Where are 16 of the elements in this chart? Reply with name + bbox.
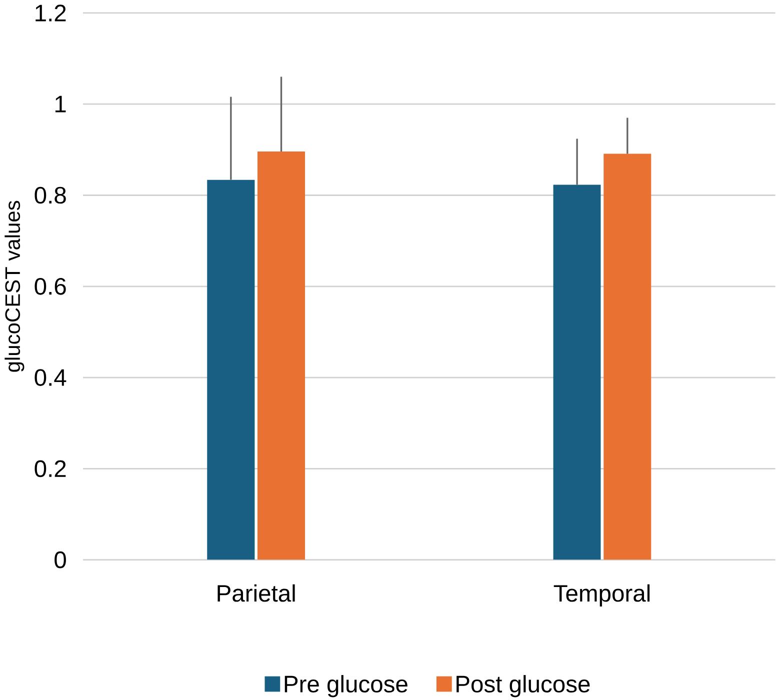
legend-label: Pre glucose <box>284 675 408 698</box>
bar <box>553 184 601 560</box>
bar <box>257 152 306 560</box>
y-tick-label: 1.2 <box>36 4 66 22</box>
y-tick-label: 0.4 <box>34 369 66 386</box>
x-tick-label: Parietal <box>218 584 295 602</box>
bar <box>604 154 652 560</box>
bar <box>207 180 255 560</box>
legend-label: Post glucose <box>456 675 590 698</box>
y-tick-label: 0.8 <box>34 186 66 204</box>
y-tick-label: 0.6 <box>34 278 66 295</box>
y-tick-label: 0.2 <box>34 460 66 478</box>
x-tick-label: Temporal <box>554 584 650 607</box>
y-axis-title: glucoCEST values <box>4 200 24 372</box>
y-tick-label: 1 <box>55 96 66 112</box>
y-tick-label: 0 <box>54 551 66 568</box>
